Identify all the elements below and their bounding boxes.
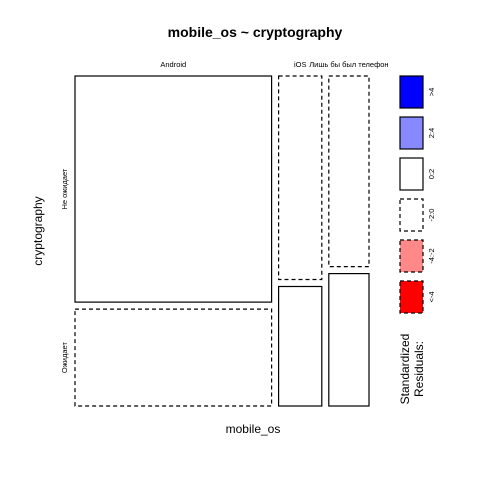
legend: >4 2:4 0:2 -2:0 -4:-2 <-4 (399, 75, 436, 314)
x-axis-label: mobile_os (226, 422, 281, 436)
legend-swatch-3 (399, 198, 424, 232)
column-label-лишь-бы-был-телефон: Лишь бы был телефон (309, 60, 388, 69)
row-label-ожидает: Ожидает (60, 342, 69, 374)
legend-label-1: 2:4 (427, 128, 436, 138)
row-label-не-ожидает: Не ожидает (60, 168, 69, 209)
chart-title: mobile_os ~ cryptography (168, 24, 343, 40)
mosaic-tile-android-ожидает (74, 308, 273, 407)
column-label-ios: iOS (294, 60, 307, 69)
mosaic-tile-android-не-ожидает (74, 75, 273, 303)
legend-label-5: <-4 (427, 291, 436, 302)
legend-label-2: 0:2 (427, 169, 436, 179)
mosaic-tile-лишь-бы-был-телефон-не-ожидает (328, 75, 370, 268)
mosaic-tile-ios-не-ожидает (278, 75, 323, 281)
column-label-android: Android (160, 60, 186, 69)
mosaic-tile-ios-ожидает (278, 285, 323, 407)
legend-title-line-2: Residuals: (412, 341, 426, 397)
legend-label-0: >4 (427, 88, 436, 97)
legend-title-line-1: Standardized (398, 334, 412, 405)
mosaic-tile-лишь-бы-был-телефон-ожидает (328, 273, 370, 407)
legend-swatch-2 (399, 157, 424, 191)
legend-swatch-0 (399, 75, 424, 109)
legend-swatch-5 (399, 280, 424, 314)
legend-swatch-1 (399, 116, 424, 150)
legend-label-4: -4:-2 (427, 248, 436, 263)
legend-label-3: -2:0 (427, 209, 436, 222)
y-axis-label: cryptography (31, 196, 45, 265)
mosaic-cells: Android iOS Лишь бы был телефон Не ожидает О… (60, 60, 389, 407)
legend-swatch-4 (399, 239, 424, 273)
